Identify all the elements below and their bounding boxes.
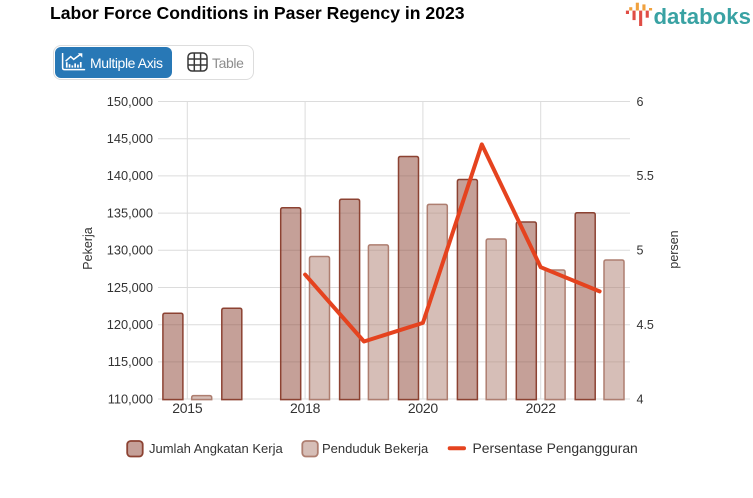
svg-text:Penduduk Bekerja: Penduduk Bekerja [322,441,429,456]
svg-text:2015: 2015 [172,400,203,416]
svg-text:2022: 2022 [526,400,557,416]
svg-text:130,000: 130,000 [107,243,153,258]
svg-text:4: 4 [637,392,644,406]
svg-text:Persentase Pengangguran: Persentase Pengangguran [473,440,638,456]
svg-text:110,000: 110,000 [108,391,153,406]
svg-text:5.5: 5.5 [637,169,654,183]
svg-text:150,000: 150,000 [107,94,153,109]
svg-text:115,000: 115,000 [108,354,153,369]
svg-text:databoks: databoks [654,4,751,29]
svg-text:125,000: 125,000 [107,280,153,295]
svg-text:145,000: 145,000 [107,131,153,146]
svg-text:Jumlah Angkatan Kerja: Jumlah Angkatan Kerja [149,441,283,456]
svg-text:2020: 2020 [408,400,439,416]
svg-text:Pekerja: Pekerja [81,227,95,269]
svg-text:135,000: 135,000 [107,205,153,220]
svg-text:140,000: 140,000 [107,168,153,183]
svg-text:120,000: 120,000 [107,317,153,332]
svg-text:2018: 2018 [290,400,321,416]
svg-text:4.5: 4.5 [637,318,654,332]
svg-text:6: 6 [637,95,644,109]
svg-text:persen: persen [667,230,681,268]
svg-text:5: 5 [637,244,644,258]
